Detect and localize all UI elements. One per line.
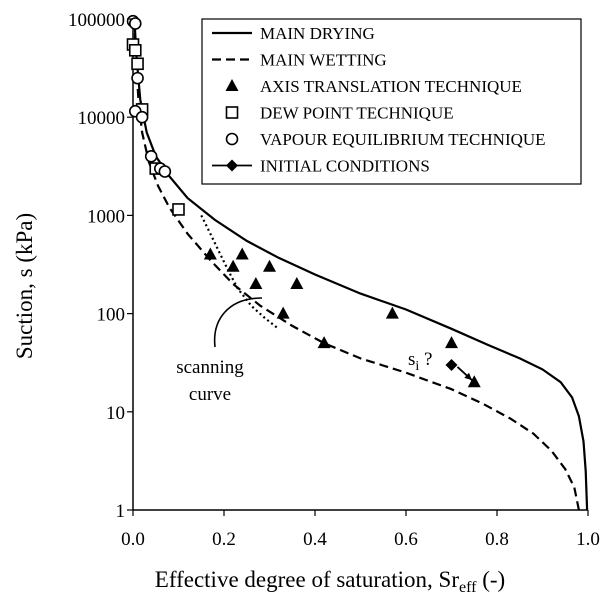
y-tick-label: 1000 (87, 206, 125, 227)
y-tick-label: 10 (106, 403, 125, 424)
legend-box (201, 18, 582, 185)
data-point-square (131, 57, 144, 71)
si-label-subscript: i (415, 359, 419, 374)
si-label-main: s (408, 349, 415, 370)
data-point-triangle (290, 277, 304, 290)
si-arrow-head (464, 372, 472, 381)
data-point-triangle (445, 336, 458, 349)
data-point-triangle (203, 247, 217, 260)
series-line-scanning-curve (200, 214, 280, 330)
data-point-triangle (263, 259, 276, 272)
data-point-square (128, 44, 142, 57)
legend-marker-square (225, 106, 239, 119)
series-line-main-drying (133, 18, 589, 511)
data-point-circle (128, 17, 142, 30)
data-point-circle (135, 110, 149, 124)
data-point-triangle (385, 306, 399, 319)
data-point-triangle (235, 247, 249, 260)
x-tick-label: 0.8 (485, 529, 509, 550)
data-point-triangle (249, 277, 263, 290)
annotations: scanning curve si ? (176, 297, 473, 405)
legend-marker-diamond (226, 159, 238, 172)
x-tick-label: 1.0 (576, 529, 600, 550)
y-tick-label: 100 (97, 305, 126, 326)
legend-marker-triangle (225, 79, 239, 91)
legend-label: AXIS TRANSLATION TECHNIQUE (260, 77, 522, 96)
data-point-square (172, 203, 185, 216)
x-tick-label: 0.2 (212, 529, 236, 550)
data-point-circle (144, 149, 158, 163)
x-axis-label-subscript: eff (459, 579, 477, 596)
data-point-triangle (226, 259, 240, 272)
x-tick-label: 0.6 (394, 529, 418, 550)
legend-label: MAIN DRYING (260, 24, 375, 43)
legend-label: DEW POINT TECHNIQUE (260, 104, 454, 123)
axis-ticks: 1 10 100 1000 10000 100000 0.0 0.2 0.4 0.6 0.8 1.0 (68, 10, 600, 550)
data-point-triangle (276, 306, 290, 319)
si-label-suffix: ? (419, 349, 432, 370)
y-tick-label: 1 (116, 501, 126, 522)
scanning-curve-label-line1: scanning (176, 357, 244, 378)
x-tick-label: 0.0 (121, 529, 145, 550)
x-axis-label-main: Effective degree of saturation, Sr (155, 567, 460, 592)
scanning-curve-pointer (213, 297, 263, 348)
y-axis-label: Suction, s (kPa) (12, 213, 37, 359)
legend-marker-circle (225, 132, 239, 146)
legend-label: MAIN WETTING (260, 51, 387, 70)
y-tick-label: 10000 (78, 108, 126, 129)
legend: MAIN DRYING MAIN WETTING AXIS TRANSLATION … (201, 18, 582, 185)
y-tick-label: 100000 (68, 10, 125, 31)
x-tick-label: 0.4 (303, 529, 327, 550)
data-point-diamond (445, 358, 458, 371)
si-label: si ? (408, 349, 432, 374)
data-point-triangle (467, 375, 481, 388)
markers (126, 14, 481, 388)
x-axis-label-suffix: (-) (476, 567, 505, 592)
data-point-circle (158, 165, 172, 178)
plot-frame (132, 19, 588, 511)
data-point-circle (131, 71, 144, 85)
legend-label: VAPOUR EQUILIBRIUM TECHNIQUE (260, 130, 546, 149)
scanning-curve-label-line2: curve (189, 384, 231, 405)
legend-label: INITIAL CONDITIONS (260, 157, 430, 176)
x-axis-label: Effective degree of saturation, Sreff (-… (155, 567, 505, 596)
data-point-triangle (317, 336, 331, 349)
